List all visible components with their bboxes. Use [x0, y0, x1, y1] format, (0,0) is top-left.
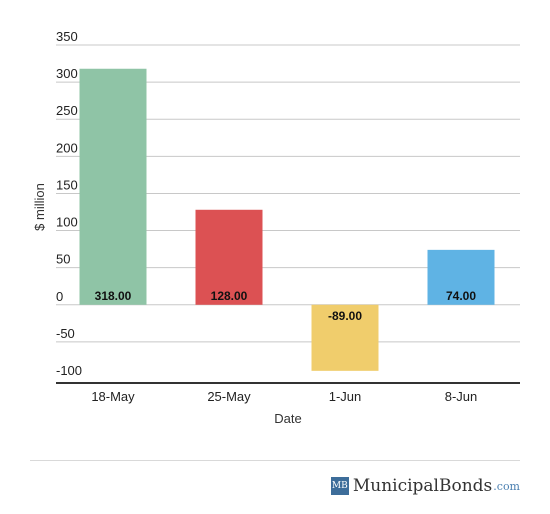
bar-value-label: 318.00: [95, 289, 132, 303]
bar-1-Jun: [311, 304, 379, 371]
brand-mark-icon: MB: [330, 477, 349, 495]
y-tick-label: 300: [56, 66, 78, 81]
y-tick-label: 50: [56, 252, 70, 267]
bar-8-Jun: [427, 249, 495, 305]
y-tick-label: 0: [56, 289, 63, 304]
brand-tld: .com: [493, 479, 520, 493]
y-axis-ticks: 350 300 250 200 150 100 50 0 -50 -100: [56, 29, 82, 378]
x-tick-label: 18-May: [91, 389, 135, 404]
bar-25-May: [195, 209, 263, 305]
bar-value-labels: 318.00 128.00 -89.00 74.00: [95, 289, 477, 323]
bar-chart: 350 300 250 200 150 100 50 0 -50 -100 318.00 128.0…: [32, 29, 520, 426]
y-tick-label: 100: [56, 215, 78, 230]
bar-value-label: -89.00: [328, 309, 362, 323]
bars: [79, 68, 495, 371]
brand-name: MunicipalBonds: [352, 476, 493, 496]
y-tick-label: 150: [56, 177, 78, 192]
bar-value-label: 128.00: [211, 289, 248, 303]
bar-18-May: [79, 68, 147, 305]
x-tick-label: 8-Jun: [445, 389, 478, 404]
bar-value-label: 74.00: [446, 289, 476, 303]
x-axis-title: Date: [274, 411, 301, 426]
brand-logo-link[interactable]: MB MunicipalBonds .com: [330, 476, 520, 496]
x-axis-ticks: 18-May 25-May 1-Jun 8-Jun: [91, 389, 477, 404]
y-tick-label: 350: [56, 29, 78, 44]
y-tick-label: -100: [56, 363, 82, 378]
y-tick-label: 200: [56, 140, 78, 155]
y-tick-label: 250: [56, 103, 78, 118]
x-tick-label: 1-Jun: [329, 389, 362, 404]
y-axis-title: $ million: [32, 183, 47, 231]
x-tick-label: 25-May: [207, 389, 251, 404]
y-tick-label: -50: [56, 326, 75, 341]
footer-divider: [30, 460, 520, 461]
